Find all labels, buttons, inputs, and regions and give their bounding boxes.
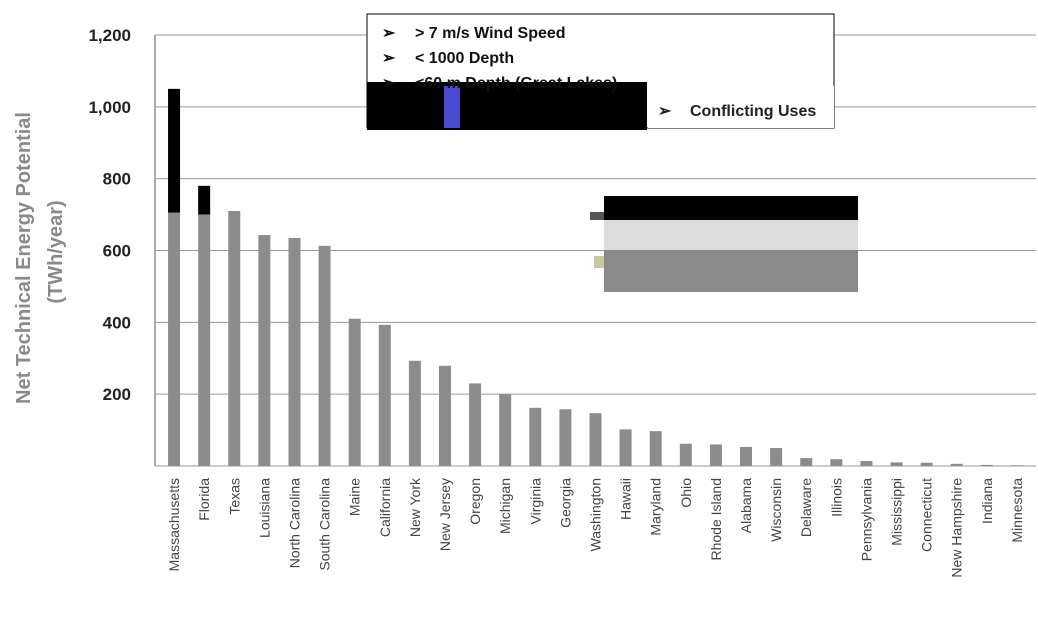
y-tick-label: 400 (103, 313, 131, 332)
x-tick-label: Rhode Island (708, 478, 724, 561)
bar (348, 318, 361, 466)
y-axis-label-units: (TWh/year) (45, 200, 67, 303)
x-tick-label: Georgia (557, 478, 573, 528)
bar (288, 237, 301, 466)
x-tick-label: Oregon (467, 478, 483, 525)
x-tick-label: Virginia (527, 478, 543, 525)
x-tick-label: Washington (588, 478, 604, 551)
bar (469, 383, 482, 466)
x-tick-label: Indiana (979, 478, 995, 524)
legend-item-wind-speed: > 7 m/s Wind Speed (415, 25, 566, 42)
x-tick-label: Connecticut (919, 478, 935, 552)
x-tick-label: Wisconsin (768, 478, 784, 542)
bar (499, 394, 512, 466)
bar (800, 458, 813, 466)
bar (920, 462, 933, 466)
legend-arrow-2: ➢ (382, 50, 396, 67)
x-tick-label: Florida (196, 478, 212, 521)
legend-overlay-panel (648, 86, 834, 128)
inset-panel-band (604, 220, 858, 250)
x-tick-label: New Hampshire (949, 478, 965, 578)
inset-panel-tab-top (590, 212, 604, 220)
bar (559, 409, 572, 466)
x-tick-label: Texas (226, 478, 242, 515)
x-tick-label: Minnesota (1009, 478, 1025, 543)
x-tick-label: North Carolina (286, 478, 302, 568)
x-tick-label: Michigan (497, 478, 513, 534)
y-tick-label: 1,000 (88, 98, 131, 117)
x-tick-label: Hawaii (618, 478, 634, 520)
bar (258, 235, 271, 466)
x-tick-label: California (377, 478, 393, 537)
bar-excluded (198, 185, 211, 215)
x-tick-label: Pennsylvania (858, 478, 874, 561)
legend-arrow-1: ➢ (382, 25, 396, 42)
bar (830, 459, 843, 466)
legend-item-depth: < 1000 Depth (415, 50, 514, 67)
legend-overlay-block (367, 82, 647, 130)
legend-item-great-lakes: <60 m Depth (Great Lakes) (415, 75, 617, 92)
inset-panel-tab-bottom (594, 256, 604, 268)
bar (318, 245, 331, 466)
inset-panel-header (604, 196, 858, 220)
y-axis-label: Net Technical Energy Potential (13, 112, 35, 404)
x-tick-label: Louisiana (256, 478, 272, 538)
x-tick-label: Mississippi (889, 478, 905, 546)
bar (890, 462, 903, 466)
y-axis-title: Net Technical Energy Potential (TWh/year… (13, 112, 67, 404)
bar-excluded (168, 88, 181, 213)
bar (860, 460, 873, 466)
y-tick-label: 200 (103, 385, 131, 404)
gridlines (154, 34, 1036, 467)
bar (950, 463, 963, 466)
bar (1010, 465, 1023, 466)
bar (709, 444, 722, 466)
x-tick-label: New Jersey (437, 478, 453, 551)
x-axis-labels: Massachusetts Florida Texas Louisiana North … (166, 477, 1025, 578)
x-tick-label: South Carolina (317, 478, 333, 571)
bar (649, 431, 662, 466)
bar (619, 429, 632, 466)
inset-overlay-panel (590, 196, 858, 292)
y-tick-label: 600 (103, 242, 131, 261)
x-tick-label: Alabama (738, 478, 754, 533)
x-tick-label: Illinois (828, 478, 844, 517)
legend-arrow-4: ➢ (658, 103, 672, 120)
x-tick-label: Maryland (648, 478, 664, 536)
y-axis-ticks: 200 400 600 800 1,000 1,200 (88, 26, 131, 404)
bars (168, 88, 1023, 466)
x-tick-label: Delaware (798, 478, 814, 537)
bar (408, 360, 421, 466)
bar (589, 413, 602, 466)
x-tick-label: Maine (347, 478, 363, 516)
x-tick-label: Ohio (678, 478, 694, 508)
x-tick-label: New York (407, 477, 423, 537)
bar (980, 464, 993, 466)
legend: ➢ > 7 m/s Wind Speed ➢ < 1000 Depth ➢ <6… (366, 13, 835, 130)
bar (770, 448, 783, 466)
bar (529, 407, 542, 466)
inset-panel-bottom (604, 250, 858, 292)
legend-arrow-3: ➢ (382, 75, 396, 92)
bar (228, 210, 241, 466)
y-tick-label: 1,200 (88, 26, 131, 45)
bar (679, 443, 692, 466)
bar (378, 324, 391, 466)
y-tick-label: 800 (103, 170, 131, 189)
bar (438, 365, 451, 466)
x-tick-label: Massachusetts (166, 478, 182, 571)
bar (198, 214, 211, 466)
bar (168, 212, 181, 466)
legend-item-conflicting-uses: Conflicting Uses (690, 103, 816, 120)
legend-overlay-accent (444, 86, 460, 128)
bar (740, 446, 753, 466)
